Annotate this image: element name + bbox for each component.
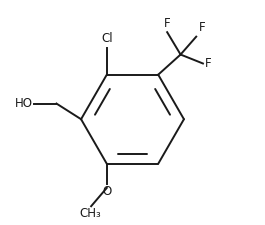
Text: Cl: Cl: [101, 32, 113, 45]
Text: HO: HO: [15, 97, 33, 110]
Text: F: F: [205, 57, 212, 70]
Text: F: F: [164, 17, 170, 30]
Text: O: O: [102, 185, 111, 198]
Text: F: F: [198, 21, 205, 34]
Text: CH₃: CH₃: [79, 207, 101, 220]
